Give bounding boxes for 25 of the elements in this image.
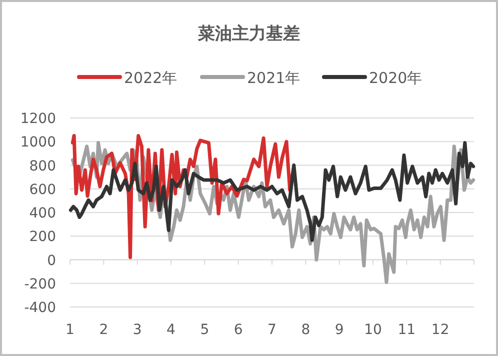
y-tick-label: 1200 [20, 111, 56, 127]
y-tick-label: 400 [29, 206, 56, 222]
y-tick-label: -400 [24, 300, 56, 316]
x-tick-label: 11 [398, 322, 416, 338]
x-tick-label: 4 [166, 322, 176, 338]
x-tick-label: 12 [431, 322, 450, 338]
y-tick-label: 600 [29, 182, 56, 198]
y-tick-label: -200 [24, 276, 56, 292]
x-tick-label: 7 [268, 322, 276, 338]
y-tick-label: 800 [29, 158, 56, 174]
legend-label: 2020年 [369, 69, 422, 87]
y-tick-label: 0 [47, 252, 56, 269]
x-tick-label: 9 [334, 322, 344, 338]
y-tick-label: 200 [29, 229, 56, 246]
legend-label: 2021年 [247, 69, 300, 87]
x-tick-label: 5 [200, 322, 210, 338]
legend-label: 2022年 [124, 69, 178, 87]
x-tick-label: 6 [234, 322, 243, 338]
x-tick-label: 8 [301, 322, 310, 338]
x-tick-label: 1 [66, 322, 74, 338]
x-tick-label: 2 [99, 322, 108, 338]
chart-title: 菜油主力基差 [197, 24, 300, 44]
y-tick-label: 1000 [20, 134, 56, 151]
x-tick-label: 3 [132, 322, 142, 338]
x-tick-label: 10 [364, 322, 382, 338]
